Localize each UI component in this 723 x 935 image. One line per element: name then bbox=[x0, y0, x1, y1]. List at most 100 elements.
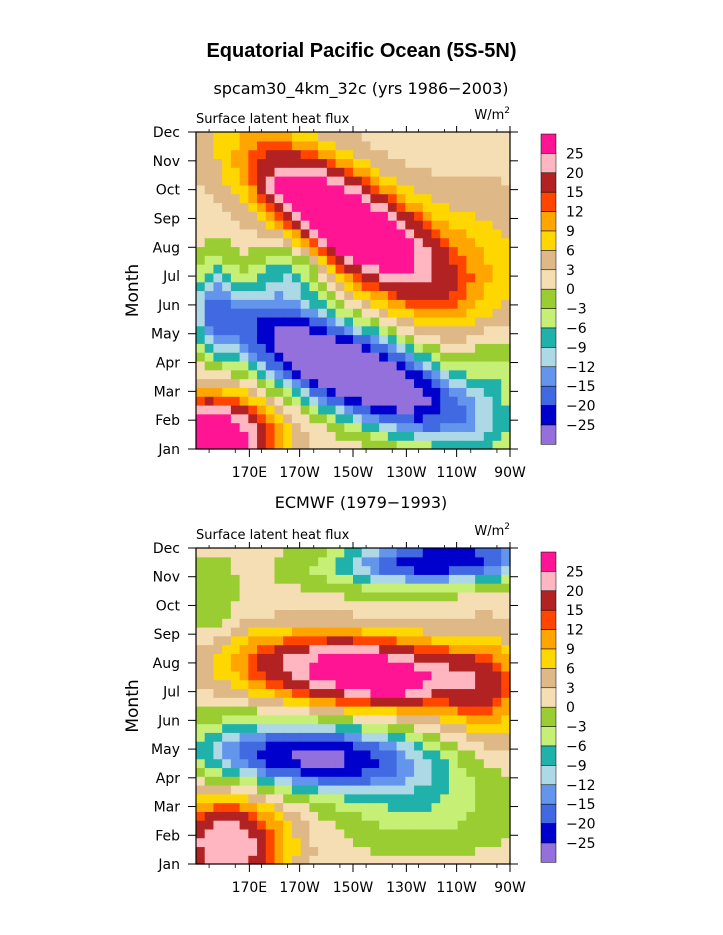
heatmap-cell bbox=[291, 193, 302, 204]
heatmap-cell bbox=[353, 565, 363, 575]
heatmap-cell bbox=[335, 281, 345, 292]
heatmap-cell bbox=[309, 758, 319, 769]
heatmap-cell bbox=[379, 583, 389, 593]
heatmap-cell bbox=[492, 387, 502, 397]
heatmap-cell bbox=[248, 811, 258, 821]
heatmap-cell bbox=[257, 793, 267, 804]
heatmap-cell bbox=[274, 264, 284, 274]
colorbar-label: −9 bbox=[566, 340, 587, 356]
heatmap-cell bbox=[483, 237, 494, 248]
heatmap-cell bbox=[353, 837, 363, 848]
heatmap-cell bbox=[414, 211, 424, 221]
heatmap-cell bbox=[291, 158, 302, 168]
heatmap-cell bbox=[353, 202, 363, 212]
heatmap-cell bbox=[335, 334, 345, 344]
heatmap-cell bbox=[300, 404, 310, 415]
heatmap-cell bbox=[318, 644, 328, 654]
colorbar-label: 25 bbox=[566, 564, 584, 580]
heatmap-cell bbox=[196, 211, 206, 221]
heatmap-cell bbox=[422, 158, 433, 168]
heatmap-cell bbox=[257, 299, 267, 309]
heatmap-cell bbox=[291, 211, 302, 221]
heatmap-cell bbox=[309, 627, 319, 637]
heatmap-cell bbox=[448, 749, 459, 760]
heatmap-cell bbox=[318, 413, 328, 424]
heatmap-cell bbox=[475, 237, 485, 248]
heatmap-cell bbox=[300, 360, 310, 371]
heatmap-cell bbox=[448, 837, 459, 848]
heatmap-cell bbox=[283, 679, 293, 690]
colorbar-label: −15 bbox=[566, 797, 596, 813]
heatmap-cell bbox=[483, 264, 494, 274]
heatmap-cell bbox=[483, 688, 494, 698]
heatmap-cell bbox=[335, 785, 345, 795]
heatmap-cell bbox=[492, 565, 502, 575]
heatmap-cell bbox=[440, 334, 450, 344]
heatmap-cell bbox=[457, 281, 467, 292]
heatmap-cell bbox=[283, 644, 293, 654]
heatmap-cell bbox=[222, 290, 232, 300]
heatmap-cell bbox=[492, 290, 502, 300]
heatmap-cell bbox=[291, 855, 302, 865]
heatmap-cell bbox=[431, 741, 441, 751]
heatmap-cell bbox=[492, 767, 502, 777]
heatmap-cell bbox=[204, 431, 215, 441]
heatmap-cell bbox=[213, 565, 223, 575]
heatmap-cell bbox=[239, 600, 249, 611]
heatmap-cell bbox=[230, 723, 241, 733]
heatmap-cell bbox=[475, 246, 485, 256]
heatmap-cell bbox=[318, 785, 328, 795]
heatmap-cell bbox=[283, 635, 293, 646]
heatmap-cell bbox=[222, 688, 232, 698]
heatmap-cell bbox=[361, 697, 372, 707]
heatmap-cell bbox=[361, 820, 372, 830]
heatmap-cell bbox=[475, 609, 485, 619]
y-tick-label: Sep bbox=[154, 627, 181, 643]
heatmap-cell bbox=[300, 308, 310, 318]
heatmap-cell bbox=[466, 793, 476, 804]
heatmap-cell bbox=[501, 149, 511, 160]
heatmap-cell bbox=[431, 184, 441, 195]
heatmap-cell bbox=[230, 785, 241, 795]
heatmap-cell bbox=[466, 776, 476, 786]
heatmap-cell bbox=[335, 387, 345, 397]
heatmap-cell bbox=[431, 290, 441, 300]
heatmap-cell bbox=[353, 811, 363, 821]
heatmap-cell bbox=[440, 548, 450, 558]
heatmap-cell bbox=[291, 281, 302, 292]
heatmap-cell bbox=[222, 679, 232, 690]
heatmap-cell bbox=[361, 167, 372, 177]
heatmap-cell bbox=[440, 837, 450, 848]
heatmap-cell bbox=[414, 556, 424, 567]
heatmap-cell bbox=[457, 272, 467, 283]
heatmap-cell bbox=[326, 404, 337, 415]
heatmap-cell bbox=[291, 644, 302, 654]
heatmap-cell bbox=[361, 193, 372, 204]
heatmap-cell bbox=[353, 732, 363, 742]
heatmap-cell bbox=[265, 413, 276, 424]
heatmap-cell bbox=[222, 281, 232, 292]
heatmap-cell bbox=[431, 846, 441, 856]
heatmap-cell bbox=[353, 396, 363, 406]
heatmap-cell bbox=[204, 714, 215, 725]
heatmap-cell bbox=[318, 627, 328, 637]
heatmap-cell bbox=[440, 802, 450, 812]
heatmap-cell bbox=[265, 837, 276, 848]
heatmap-cell bbox=[213, 688, 223, 698]
heatmap-cell bbox=[248, 220, 258, 230]
heatmap-cell bbox=[265, 688, 276, 698]
heatmap-cell bbox=[300, 387, 310, 397]
heatmap-cell bbox=[291, 688, 302, 698]
panel2-left-label: Surface latent heat flux bbox=[196, 528, 350, 543]
heatmap-cell bbox=[492, 167, 502, 177]
heatmap-cell bbox=[370, 184, 380, 195]
heatmap-cell bbox=[396, 334, 406, 344]
colorbar-swatch bbox=[540, 327, 557, 348]
heatmap-cell bbox=[466, 653, 476, 663]
heatmap-cell bbox=[414, 308, 424, 318]
heatmap-cell bbox=[414, 334, 424, 344]
heatmap-cell bbox=[475, 820, 485, 830]
heatmap-cell bbox=[483, 396, 494, 406]
heatmap-cell bbox=[483, 211, 494, 221]
heatmap-cell bbox=[265, 272, 276, 283]
